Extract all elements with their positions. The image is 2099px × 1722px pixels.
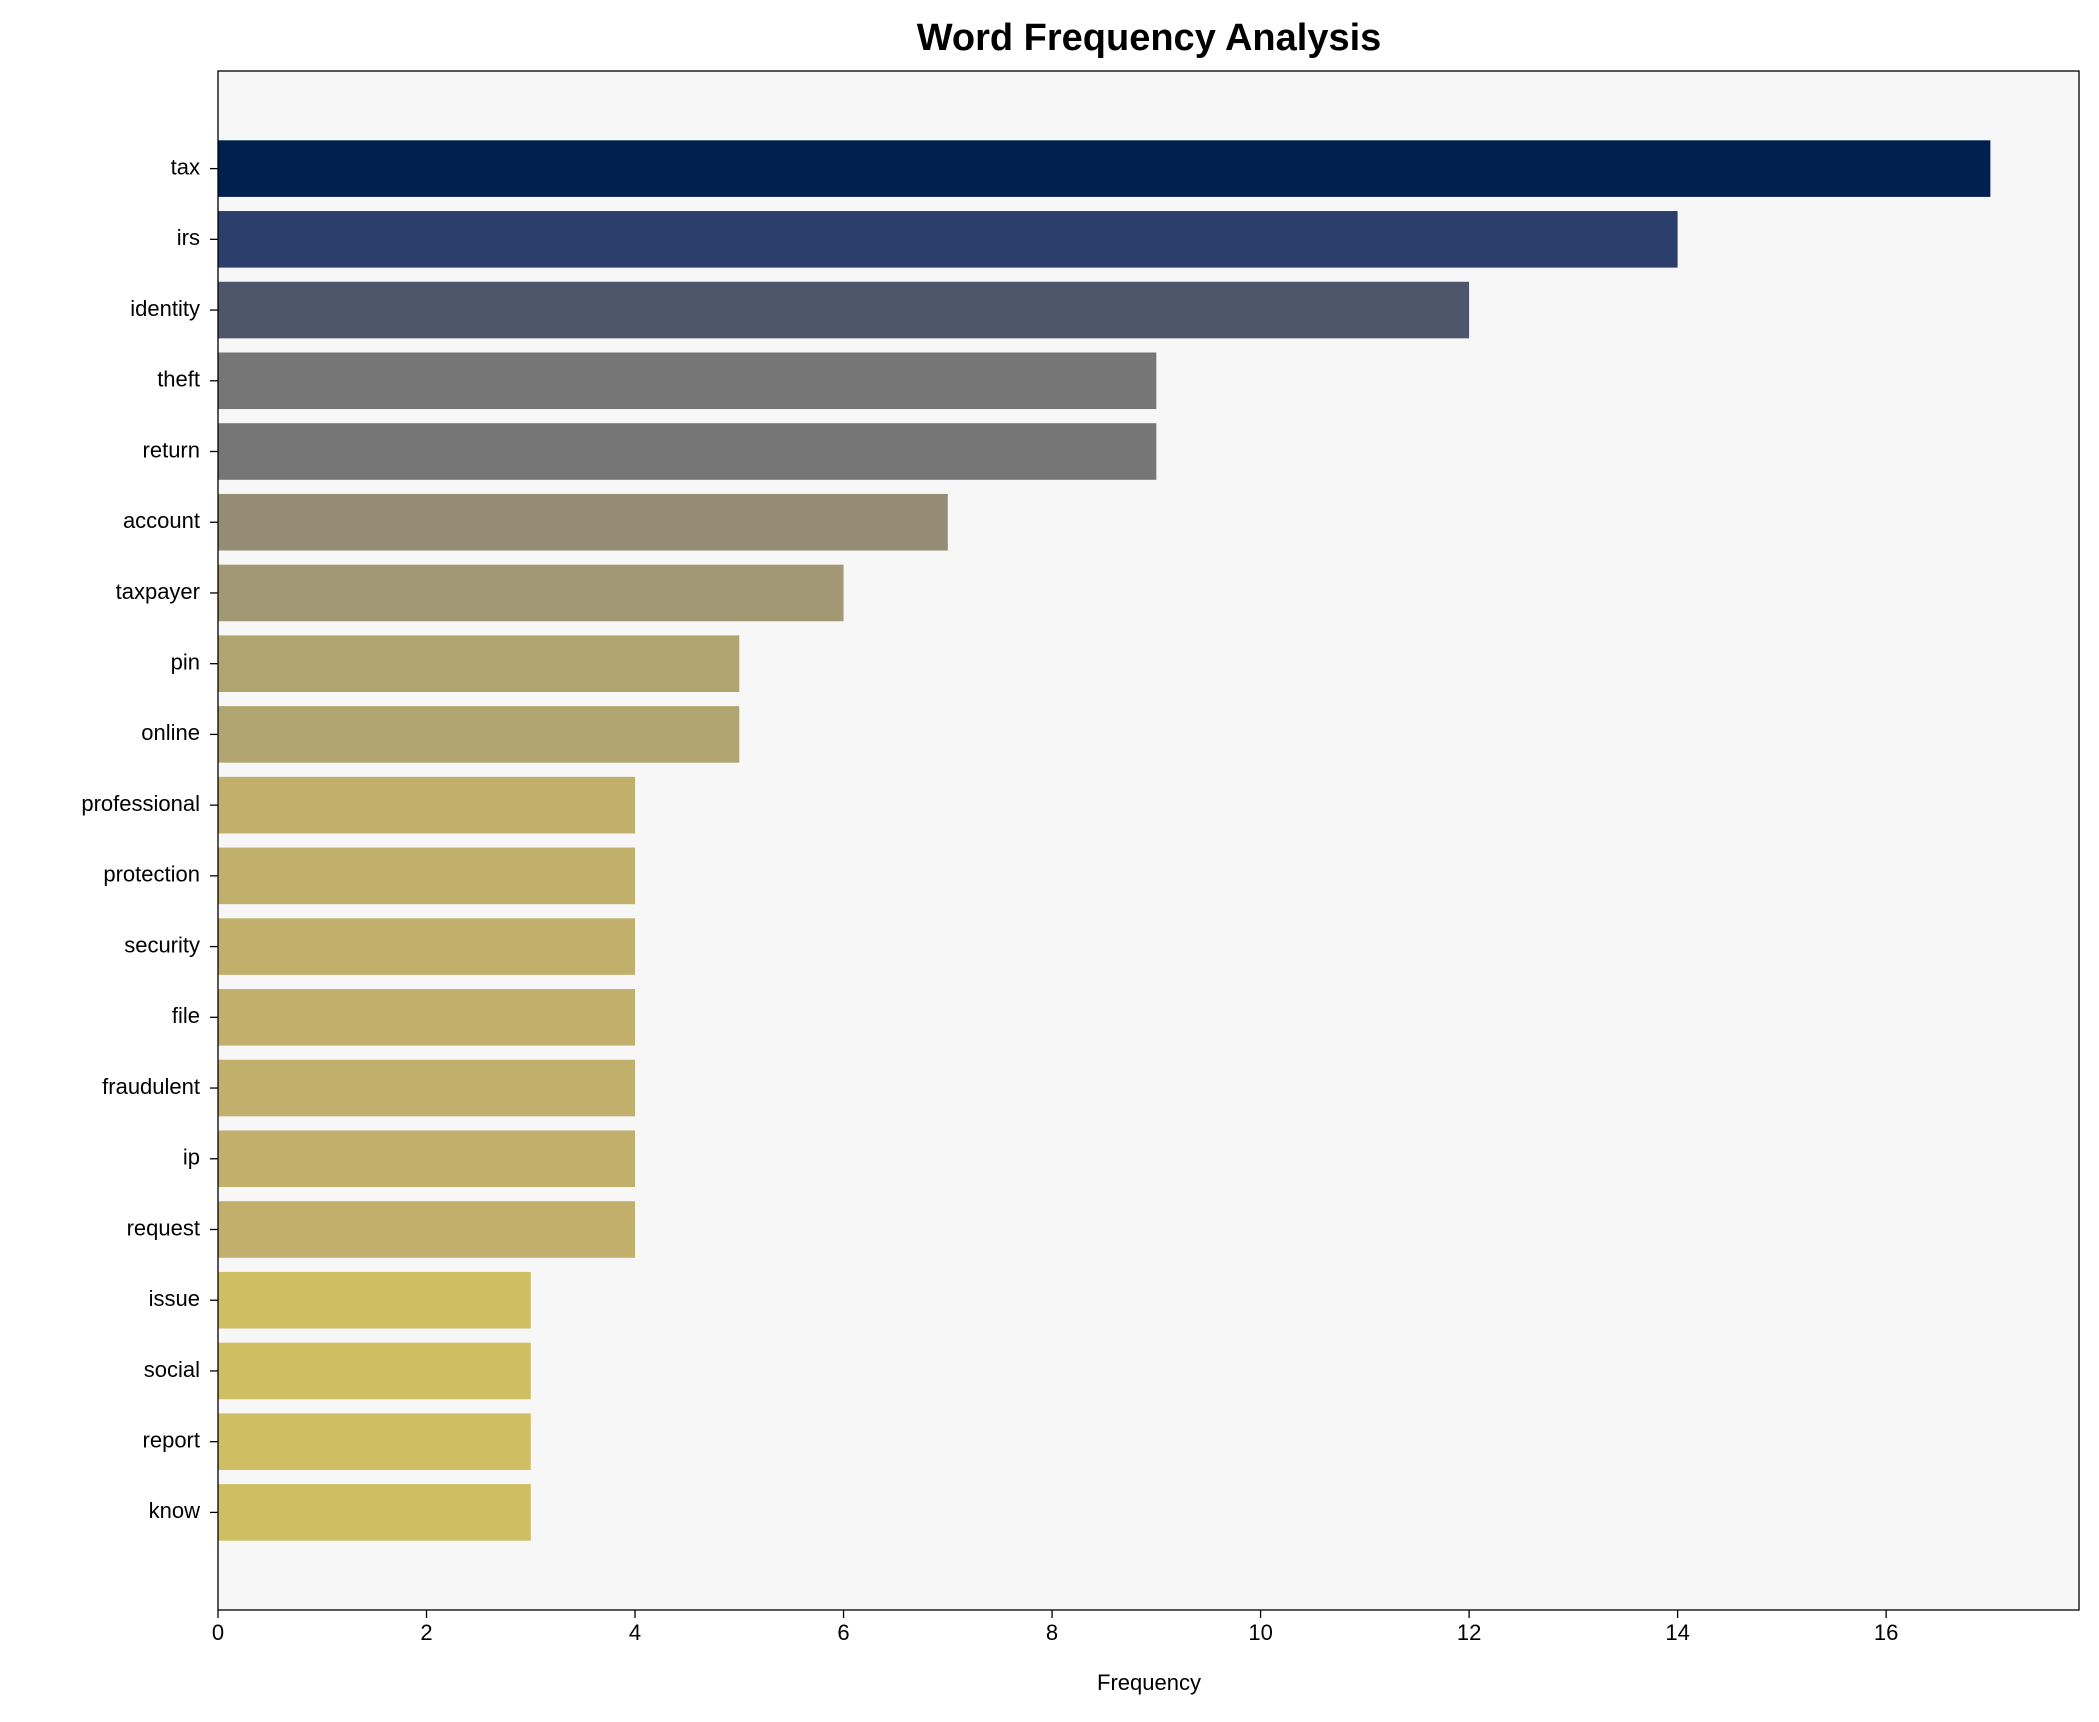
bar [218,1342,531,1400]
x-tick-label: 10 [1248,1620,1272,1645]
y-tick-label: protection [103,862,200,887]
x-tick-label: 16 [1874,1620,1898,1645]
y-tick-label: issue [149,1286,200,1311]
bar [218,281,1470,339]
bar [218,1413,531,1470]
y-tick-label: online [141,720,200,745]
bar [218,706,740,763]
x-tick-label: 2 [420,1620,432,1645]
y-tick-label: report [143,1427,200,1452]
bar [218,776,636,834]
y-tick-label: fraudulent [102,1074,200,1099]
bar [218,352,1157,410]
x-tick-label: 4 [629,1620,641,1645]
x-tick-label: 14 [1665,1620,1689,1645]
y-tick-label: return [143,437,200,462]
bar [218,918,636,975]
x-axis-label: Frequency [1097,1670,1201,1695]
bar [218,423,1157,480]
y-tick-label: social [144,1357,200,1382]
bar [218,493,948,551]
x-tick-label: 8 [1046,1620,1058,1645]
bar [218,1201,636,1258]
y-tick-label: request [127,1215,200,1240]
y-tick-label: account [123,508,200,533]
x-tick-label: 6 [837,1620,849,1645]
bar [218,211,1678,268]
y-tick-label: professional [81,791,200,816]
y-tick-label: irs [177,225,200,250]
bar [218,140,1991,197]
x-tick-label: 0 [212,1620,224,1645]
chart-title: Word Frequency Analysis [917,17,1382,59]
y-tick-label: identity [130,296,200,321]
y-tick-label: know [149,1498,200,1523]
y-tick-label: taxpayer [116,579,200,604]
y-tick-label: security [124,932,200,957]
bar [218,1484,531,1541]
bar [218,564,844,622]
x-tick-label: 12 [1457,1620,1481,1645]
y-tick-label: ip [183,1145,200,1170]
y-tick-label: file [172,1003,200,1028]
bar [218,1059,636,1117]
bar [218,1130,636,1188]
bar [218,989,636,1046]
y-tick-label: tax [171,154,200,179]
plot-frame [217,70,2080,1611]
bar [218,1271,531,1329]
y-tick-label: theft [157,367,200,392]
bar [218,635,740,692]
bar [218,847,636,905]
y-tick-label: pin [171,649,200,674]
